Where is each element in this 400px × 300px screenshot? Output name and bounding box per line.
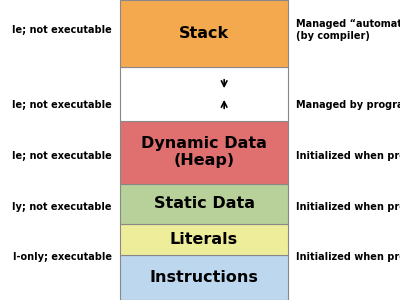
Text: Literals: Literals [170, 232, 238, 247]
Text: le; not executable: le; not executable [12, 25, 112, 35]
Text: le; not executable: le; not executable [12, 151, 112, 161]
FancyBboxPatch shape [120, 0, 288, 67]
Text: Static Data: Static Data [154, 196, 254, 211]
Text: le; not executable: le; not executable [12, 100, 112, 110]
FancyBboxPatch shape [120, 67, 288, 121]
FancyBboxPatch shape [120, 224, 288, 255]
Text: Initialized when proces: Initialized when proces [296, 202, 400, 212]
Text: Stack: Stack [179, 26, 229, 41]
Text: Initialized when proces: Initialized when proces [296, 151, 400, 161]
Text: Instructions: Instructions [150, 270, 258, 285]
Text: Managed “automatically”
(by compiler): Managed “automatically” (by compiler) [296, 19, 400, 41]
Text: ly; not executable: ly; not executable [12, 202, 112, 212]
Text: Managed by programm: Managed by programm [296, 100, 400, 110]
Text: l-only; executable: l-only; executable [13, 252, 112, 262]
FancyBboxPatch shape [120, 184, 288, 224]
FancyBboxPatch shape [120, 255, 288, 300]
Text: Dynamic Data
(Heap): Dynamic Data (Heap) [141, 136, 267, 168]
Text: Initialized when proces: Initialized when proces [296, 252, 400, 262]
FancyBboxPatch shape [120, 121, 288, 184]
